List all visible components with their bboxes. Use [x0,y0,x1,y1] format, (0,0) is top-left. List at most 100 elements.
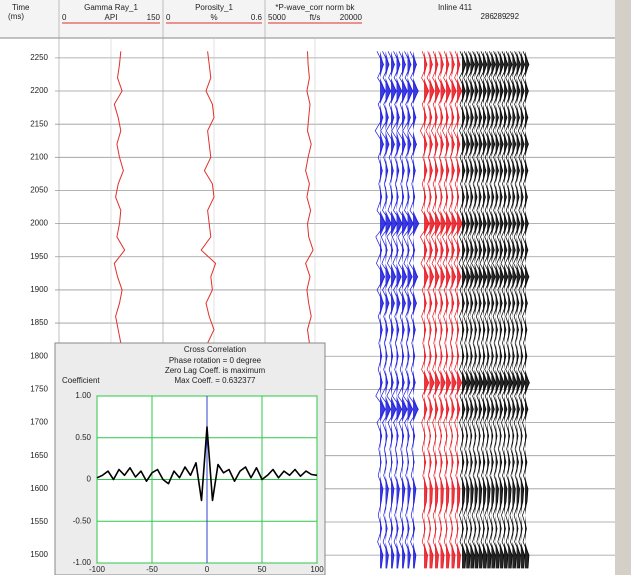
y-tick-label: 2250 [30,53,48,62]
trace-label: 289 [493,12,507,21]
wiggle-fill [508,51,513,569]
wiggle-trace [402,51,414,569]
y-tick-label: 2200 [30,86,48,95]
wiggle-fill [470,51,475,569]
y-tick-label: 1.00 [75,391,91,400]
correlation-panel: Cross Correlation Phase rotation = 0 degr… [54,342,326,575]
track-title: Porosity_1 [195,3,233,12]
header-band [0,0,615,38]
panel-title: Cross Correlation [184,345,246,354]
track-title: Gamma Ray_1 [84,3,138,12]
wiggle-fill [499,51,505,569]
wiggle-trace [374,51,387,569]
wiggle-trace [425,51,436,569]
wiggle-trace [447,51,458,569]
panel-annotation: Zero Lag Coeff. is maximum [165,366,266,375]
wiggle-fill [462,51,467,569]
y-tick-label: 2150 [30,119,48,128]
y-tick-label: 1800 [30,351,48,360]
x-tick-label: -50 [146,565,158,574]
wiggle-trace [488,51,497,569]
wiggle-fill [483,51,488,569]
wiggle-fill [525,51,530,569]
wiggle-fill [520,51,526,569]
track-max: 150 [147,13,161,22]
track-unit: API [105,13,118,22]
wiggle-fill [424,51,430,569]
wiggle-trace [407,51,420,569]
wiggle-fill [487,51,492,569]
wiggle-trace [513,51,522,569]
y-tick-label: 1900 [30,285,48,294]
y-tick-label: -1.00 [73,558,92,567]
y-tick-label: 0.50 [75,433,91,442]
wiggle-fill [440,51,446,569]
track-min: 5000 [268,13,286,22]
wiggle-trace [441,51,452,569]
wiggle-fill [457,51,463,569]
panel-annotation: Max Coeff. = 0.632377 [174,376,256,385]
y-tick-label: 1600 [30,484,48,493]
wiggle-fill [474,51,480,569]
y-tick-label: 1650 [30,451,48,460]
section-title: Inline 411 [438,3,473,12]
y-tick-label: 1700 [30,418,48,427]
wiggle-trace [430,51,441,569]
wiggle-trace [458,51,467,569]
y-tick-label: 1950 [30,252,48,261]
y-tick-label: 1750 [30,384,48,393]
wiggle-trace [509,51,518,569]
wiggle-trace [475,51,484,569]
wiggle-fill [451,51,457,569]
trace-label: 292 [506,12,520,21]
wiggle-trace [483,51,493,569]
wiggle-fill [466,51,471,569]
track-min: 0 [166,13,171,22]
wiggle-fill [504,51,509,569]
wiggle-trace [500,51,509,569]
wiggle-fill [491,51,496,569]
wiggle-fill [495,51,501,569]
wiggle-trace [380,51,392,569]
time-unit: (ms) [8,12,24,21]
wiggle-trace [436,51,447,569]
wiggle-trace [391,51,403,569]
x-tick-label: -100 [89,565,106,574]
x-tick-label: 50 [258,565,267,574]
panel-annotation: Phase rotation = 0 degree [169,356,262,365]
track-max: 20000 [340,13,363,22]
wiggle-trace [517,51,526,569]
track-max: 0.6 [251,13,263,22]
wiggle-trace [504,51,514,569]
y-axis-label: Coefficient [62,376,100,385]
wiggle-trace [479,51,488,569]
wiggle-trace [467,51,476,569]
y-tick-label: -0.50 [73,516,92,525]
y-tick-label: 0 [87,475,92,484]
wiggle-trace [396,51,409,569]
wiggle-fill [435,51,441,569]
correlation-curve [96,426,318,502]
wiggle-trace [496,51,505,569]
y-tick-label: 1500 [30,550,48,559]
y-tick-label: 2100 [30,152,48,161]
wiggle-trace [462,51,472,569]
y-tick-label: 1550 [30,517,48,526]
wiggle-trace [492,51,501,569]
track-unit: % [210,13,217,22]
wiggle-trace [452,51,463,569]
track-unit: ft/s [310,13,321,22]
wiggle-fill [429,51,435,569]
wiggle-trace [471,51,480,569]
track-min: 0 [62,13,67,22]
wiggle-fill [478,51,484,569]
y-tick-label: 2050 [30,186,48,195]
wiggle-trace [385,51,398,569]
x-tick-label: 0 [205,565,210,574]
wiggle-trace [521,51,530,569]
x-tick-label: 100 [310,565,324,574]
trace-label: 286 [481,12,495,21]
wiggle-fill [446,51,452,569]
y-tick-label: 2000 [30,219,48,228]
